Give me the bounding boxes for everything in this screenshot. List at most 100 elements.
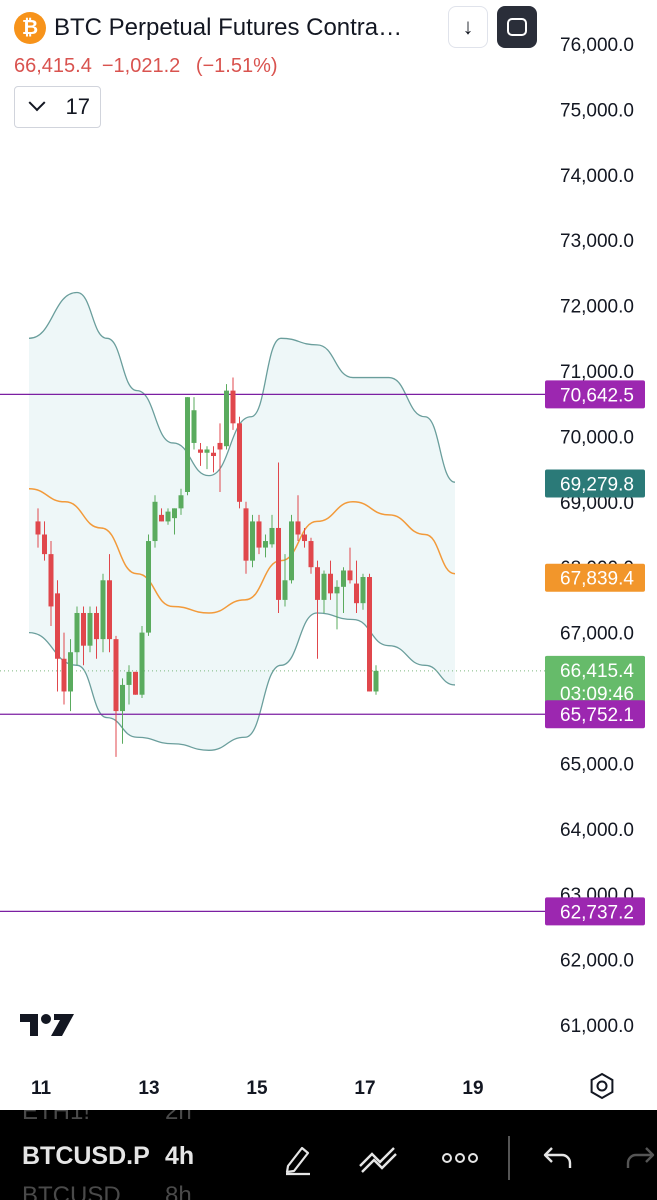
candle-body xyxy=(191,410,197,443)
candle-body xyxy=(315,567,320,600)
fullscreen-button[interactable] xyxy=(497,6,537,48)
price-axis[interactable]: 76,000.0 75,000.0 74,000.0 73,000.0 72,000.0… xyxy=(560,35,634,1037)
candle-body xyxy=(87,612,93,646)
more-button[interactable] xyxy=(438,1138,482,1178)
time-axis-label: 19 xyxy=(462,1078,483,1099)
candle-body xyxy=(230,390,236,424)
candle-body xyxy=(373,670,379,692)
interval-picker-prev[interactable]: 2h xyxy=(165,1110,192,1125)
price-axis-label: 62,000.0 xyxy=(560,951,634,972)
candle-body xyxy=(302,534,307,542)
price-axis-label: 64,000.0 xyxy=(560,820,634,841)
bitcoin-icon: ₿ xyxy=(14,12,46,44)
more-icon xyxy=(442,1153,478,1163)
price-tag-label: 62,737.2 xyxy=(560,902,634,923)
download-button[interactable]: ↓ xyxy=(448,6,488,48)
price-tag xyxy=(545,655,645,706)
candle-body xyxy=(295,521,301,535)
interval-selector[interactable]: 4h xyxy=(165,1142,195,1170)
price-axis-label: 61,000.0 xyxy=(560,1016,634,1037)
candle-body xyxy=(139,632,145,695)
chevron-down-icon xyxy=(28,94,46,112)
price-axis-label: 74,000.0 xyxy=(560,166,634,187)
symbol-picker-next[interactable]: BTCUSD xyxy=(22,1182,121,1200)
price-tag xyxy=(545,563,645,592)
candle-body xyxy=(126,671,132,685)
candle-body xyxy=(152,501,158,542)
undo-button[interactable] xyxy=(536,1138,580,1178)
pen-icon xyxy=(285,1146,310,1176)
symbol-title[interactable]: BTC Perpetual Futures Contra… xyxy=(54,14,403,41)
candle-body xyxy=(367,577,372,692)
time-axis-label: 17 xyxy=(354,1078,375,1099)
time-axis-label: 11 xyxy=(31,1078,52,1099)
candle-body xyxy=(68,652,73,692)
candles xyxy=(35,377,379,757)
indicator-toggle[interactable]: 17 xyxy=(14,86,101,128)
price-axis-label: 75,000.0 xyxy=(560,100,634,121)
bollinger-upper-line xyxy=(28,291,456,483)
time-axis[interactable]: 11 13 15 17 19 xyxy=(31,1078,484,1099)
price-axis-label: 65,000.0 xyxy=(560,754,634,775)
candle-body xyxy=(347,570,353,581)
candle-body xyxy=(159,514,164,522)
candle-body xyxy=(328,573,333,594)
candle-body xyxy=(282,580,288,600)
last-price: 66,415.4 xyxy=(14,55,92,77)
price-change-percent: (−1.51%) xyxy=(195,55,278,77)
price-tags: 70,642.569,279.867,839.466,428.966,415.4… xyxy=(545,380,645,926)
drawing-tools-icon xyxy=(359,1147,397,1173)
price-axis-label: 72,000.0 xyxy=(560,297,634,318)
candle-body xyxy=(94,612,99,640)
price-axis-label: 69,000.0 xyxy=(560,493,634,514)
indicator-count: 17 xyxy=(65,94,90,119)
candle-body xyxy=(81,612,86,646)
price-axis-label: 67,000.0 xyxy=(560,624,634,645)
symbol-picker-prev[interactable]: ETH1! xyxy=(22,1110,91,1125)
candle-body xyxy=(120,684,125,712)
candle-body xyxy=(263,541,268,548)
price-axis-label: 70,000.0 xyxy=(560,427,634,448)
symbol-selector[interactable]: BTCUSD.P xyxy=(22,1142,150,1170)
price-chart[interactable]: 76,000.0 75,000.0 74,000.0 73,000.0 72,000.0… xyxy=(0,0,657,1110)
candle-body xyxy=(165,511,171,522)
price-tag xyxy=(545,380,645,409)
redo-button[interactable] xyxy=(618,1138,657,1178)
candle-body xyxy=(321,573,327,600)
candle-body xyxy=(256,521,262,548)
candle-body xyxy=(308,541,314,568)
candle-body xyxy=(334,586,340,594)
time-axis-label: 13 xyxy=(138,1078,159,1099)
price-axis-label: 71,000.0 xyxy=(560,362,634,383)
tradingview-logo[interactable] xyxy=(20,1010,74,1040)
candle-body xyxy=(289,521,294,581)
candle-body xyxy=(178,495,184,509)
toolbar-divider xyxy=(508,1136,510,1180)
candle-body xyxy=(224,390,229,447)
price-axis-label: 73,000.0 xyxy=(560,231,634,252)
candle-body xyxy=(217,442,223,450)
price-tag-label: 67,839.4 xyxy=(560,569,634,590)
price-tag-label: 66,415.4 xyxy=(560,661,634,682)
candle-body xyxy=(360,577,366,604)
candle-body xyxy=(42,534,47,555)
pen-button[interactable] xyxy=(276,1138,320,1178)
chart-header: ₿ BTC Perpetual Futures Contra… ↓ 66,415… xyxy=(0,0,545,135)
candle-body xyxy=(113,639,119,712)
candle-body xyxy=(269,527,275,545)
candle-countdown: 03:09:46 xyxy=(560,684,634,705)
candle-body xyxy=(198,449,203,453)
candle-body xyxy=(185,397,190,492)
candle-body xyxy=(172,508,177,519)
candle-body xyxy=(341,570,346,587)
undo-icon xyxy=(543,1147,572,1168)
symbol-row[interactable]: ₿ BTC Perpetual Futures Contra… xyxy=(14,12,402,44)
time-axis-label: 15 xyxy=(246,1078,268,1099)
candle-body xyxy=(61,658,67,692)
interval-picker-next[interactable]: 8h xyxy=(165,1182,192,1200)
candle-body xyxy=(146,541,151,633)
price-tag-label: 69,279.8 xyxy=(560,475,634,496)
price-change-row: 66,415.4 −1,021.2 (−1.51%) xyxy=(14,55,278,78)
gear-icon[interactable] xyxy=(588,1072,616,1100)
drawing-tools-button[interactable] xyxy=(356,1138,400,1178)
